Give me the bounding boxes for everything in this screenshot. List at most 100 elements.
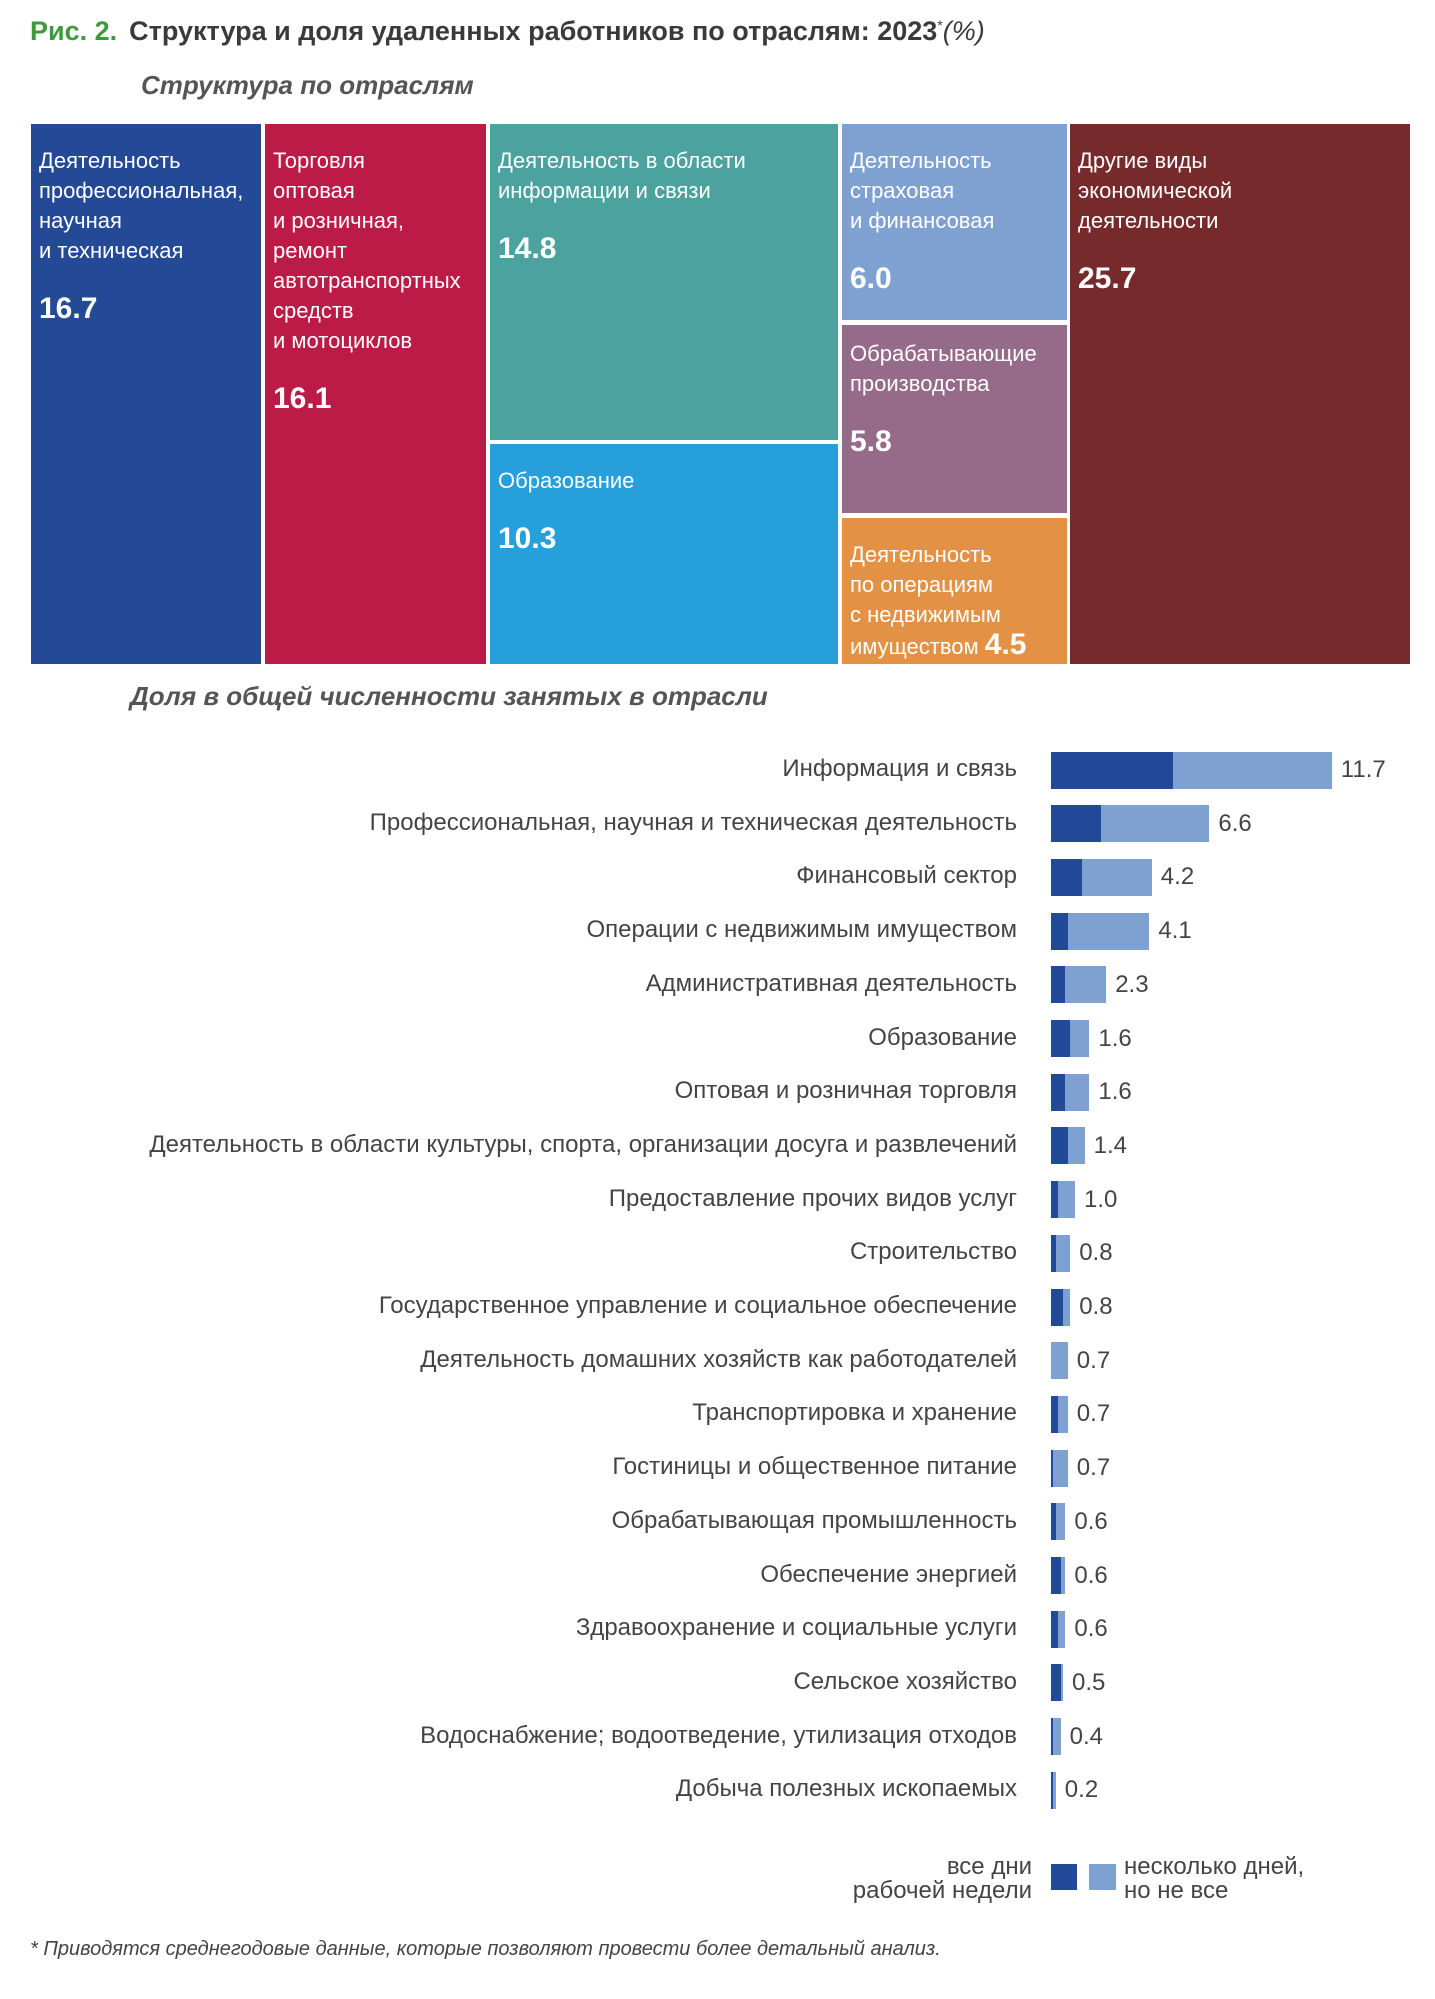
bar-segment-all-days <box>1051 1234 1056 1272</box>
bar-segment-some-days <box>1067 1127 1085 1165</box>
bar-value-label: 1.6 <box>1098 1024 1132 1052</box>
bar-category-label: Строительство <box>849 1238 1017 1266</box>
bar-category-label: Операции с недвижимым имуществом <box>586 916 1017 944</box>
legend-swatch-some-days <box>1089 1864 1116 1890</box>
bar-segment-some-days <box>1065 966 1107 1004</box>
bar-value-label: 4.2 <box>1160 863 1195 891</box>
treemap-cell-other: Другие виды экономической деятельности 25… <box>1070 124 1410 664</box>
bar-segment-all-days <box>1051 912 1068 950</box>
bar-value-label: 0.5 <box>1072 1668 1106 1696</box>
bar-segment-some-days <box>1060 1664 1063 1702</box>
bar-segment-all-days <box>1051 805 1102 843</box>
bar-segment-all-days <box>1051 1073 1066 1111</box>
bar-category-label: Обрабатывающая промышленность <box>611 1506 1017 1534</box>
bar-category-label: Административная деятельность <box>645 969 1017 997</box>
bar-category-label: Образование <box>868 1023 1017 1051</box>
bar-value-label: 0.8 <box>1079 1293 1113 1320</box>
treemap-label: Торговля оптовая и розничная, ремонт авт… <box>273 148 461 353</box>
bar-segment-all-days <box>1051 966 1066 1004</box>
bar-value-label: 1.4 <box>1093 1131 1127 1159</box>
treemap-cell-real-estate: Деятельность по операциям с недвижимым и… <box>842 518 1067 664</box>
bar-segment-all-days <box>1051 1771 1054 1809</box>
treemap-value: 16.1 <box>273 382 332 415</box>
bar-category-label: Гостиницы и общественное питание <box>612 1453 1017 1481</box>
bar-segment-some-days <box>1053 1718 1061 1756</box>
bar-segment-all-days <box>1051 1127 1068 1165</box>
bar-category-label: Добыча полезных ископаемых <box>675 1775 1017 1803</box>
treemap-cell-trade: Торговля оптовая и розничная, ремонт авт… <box>265 124 486 664</box>
bar-value-label: 0.7 <box>1076 1346 1111 1374</box>
bar-category-label: Финансовый сектор <box>796 862 1017 890</box>
bar-value-label: 0.8 <box>1079 1239 1113 1267</box>
bar-value-label: 0.4 <box>1069 1722 1103 1750</box>
treemap-label: Деятельность профессиональная, научная и… <box>39 148 244 263</box>
treemap-label: Образование <box>498 468 635 493</box>
bar-segment-all-days <box>1051 1718 1054 1756</box>
bar-segment-all-days <box>1051 1288 1063 1326</box>
figure-number: Рис. 2. <box>30 16 118 46</box>
bar-value-label: 0.7 <box>1076 1454 1111 1482</box>
treemap-label: Деятельность страховая и финансовая <box>850 148 995 233</box>
bar-value-label: 2.3 <box>1115 970 1149 998</box>
treemap-value: 10.3 <box>498 522 557 555</box>
bar-category-label: Профессиональная, научная и техническая … <box>369 808 1017 836</box>
bar-segment-all-days <box>1051 1557 1061 1594</box>
bar-segment-some-days <box>1063 1288 1071 1326</box>
bar-segment-some-days <box>1065 1073 1090 1111</box>
bar-segment-some-days <box>1055 1234 1071 1272</box>
bar-category-label: Водоснабжение; водоотведение, утилизация… <box>420 1721 1017 1749</box>
bar-value-label: 0.6 <box>1074 1615 1108 1643</box>
treemap-cell-manufacturing: Обрабатывающие производства 5.8 <box>842 325 1067 513</box>
bar-category-label: Оптовая и розничная торговля <box>674 1077 1017 1105</box>
treemap-title: Структура по отраслям <box>141 70 474 100</box>
treemap-value: 25.7 <box>1078 262 1137 295</box>
bar-segment-some-days <box>1082 858 1152 896</box>
bar-category-label: Предоставление прочих видов услуг <box>608 1184 1017 1212</box>
treemap-label: Деятельность по операциям с недвижимым и… <box>850 542 1001 659</box>
treemap-cell-prof-science: Деятельность профессиональная, научная и… <box>31 124 261 664</box>
footnote: * Приводятся среднегодовые данные, котор… <box>30 1938 941 1960</box>
bar-value-label: 11.7 <box>1340 756 1386 783</box>
bar-value-label: 0.6 <box>1074 1561 1108 1589</box>
bar-category-label: Сельское хозяйство <box>793 1667 1017 1695</box>
treemap-value: 5.8 <box>850 425 892 458</box>
bar-segment-all-days <box>1051 858 1083 896</box>
bar-value-label: 1.0 <box>1084 1185 1118 1213</box>
bar-segment-all-days <box>1051 1664 1061 1702</box>
bar-segment-all-days <box>1051 1610 1059 1648</box>
bar-value-label: 6.6 <box>1218 809 1252 837</box>
legend-swatch-all-days <box>1051 1864 1077 1890</box>
figure-unit: (%) <box>942 16 985 46</box>
treemap-label: Другие виды экономической деятельности <box>1078 148 1233 233</box>
bar-segment-all-days <box>1051 1449 1054 1487</box>
bar-segment-some-days <box>1053 1771 1056 1809</box>
bar-segment-some-days <box>1173 751 1332 789</box>
bar-segment-some-days <box>1055 1503 1066 1541</box>
bar-segment-some-days <box>1058 1610 1066 1648</box>
bar-segment-all-days <box>1051 1395 1059 1433</box>
bar-category-label: Информация и связь <box>782 755 1017 782</box>
bar-segment-all-days <box>1051 1020 1071 1057</box>
bar-category-label: Обеспечение энергией <box>760 1560 1017 1588</box>
bar-category-label: Транспортировка и хранение <box>692 1399 1017 1427</box>
footnote-mark: * <box>937 17 943 33</box>
treemap-value: 6.0 <box>850 262 892 295</box>
bar-segment-all-days <box>1051 751 1174 789</box>
treemap-cell-finance: Деятельность страховая и финансовая 6.0 <box>842 124 1067 320</box>
legend-label-all-days: все дни рабочей недели <box>852 1853 1032 1904</box>
figure-title-text: Структура и доля удаленных работников по… <box>129 16 938 46</box>
treemap-value: 4.5 <box>984 628 1027 661</box>
bar-category-label: Здравоохранение и социальные услуги <box>575 1614 1017 1642</box>
bar-segment-some-days <box>1070 1020 1090 1057</box>
bar-segment-some-days <box>1058 1395 1068 1433</box>
treemap-value: 14.8 <box>498 232 557 265</box>
bar-segment-some-days <box>1058 1181 1075 1219</box>
treemap-label: Деятельность в области информации и связ… <box>498 148 746 203</box>
bar-category-label: Государственное управление и социальное … <box>378 1292 1017 1319</box>
bar-category-label: Деятельность в области культуры, спорта,… <box>149 1130 1017 1158</box>
bar-value-label: 0.6 <box>1074 1507 1108 1535</box>
bar-category-label: Деятельность домашних хозяйств как работ… <box>420 1345 1017 1373</box>
bar-value-label: 0.2 <box>1064 1776 1099 1804</box>
bar-value-label: 0.7 <box>1076 1400 1111 1428</box>
bar-segment-all-days <box>1051 1503 1056 1541</box>
